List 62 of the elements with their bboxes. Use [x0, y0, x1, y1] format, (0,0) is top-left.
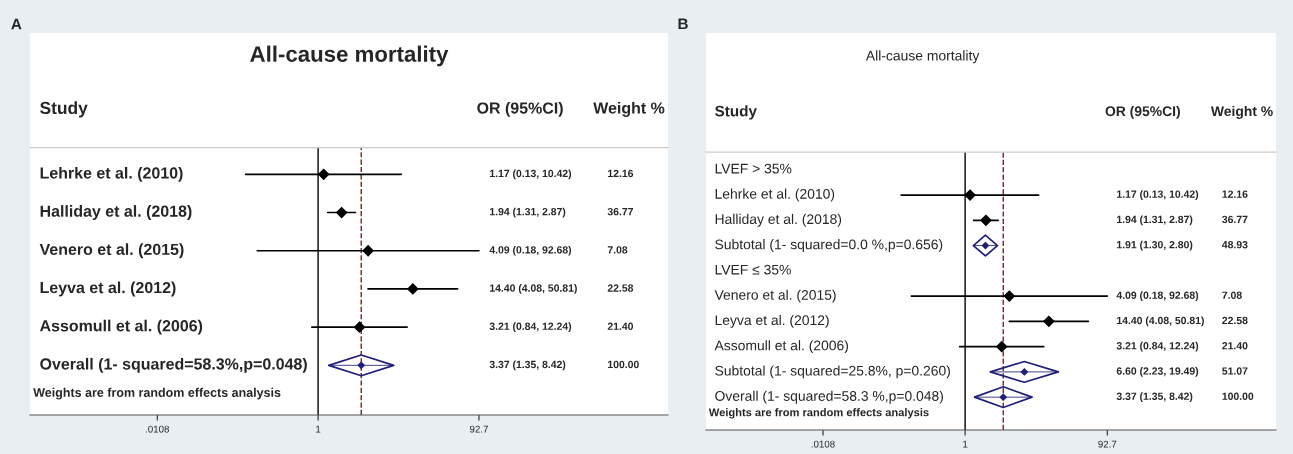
- annotation: 100.00: [608, 360, 639, 369]
- annotation: 1.94 (1.31, 2.87): [490, 207, 566, 218]
- x-tick-label: .0108: [145, 425, 170, 433]
- y-axis-title: Study: [40, 101, 88, 118]
- y-tick-label: Assomull et al. (2006): [714, 340, 849, 354]
- annotation: 51.07: [1222, 367, 1248, 375]
- y-tick-label: Venero et al. (2015): [39, 243, 184, 259]
- y-tick-label: Halliday et al. (2018): [715, 213, 842, 227]
- x-tick-label: 92.7: [469, 425, 488, 433]
- annotation: 1.17 (0.13, 10.42): [1117, 190, 1199, 200]
- annotation: 22.58: [607, 284, 634, 292]
- annotation: 1.17 (0.13, 10.42): [490, 169, 572, 180]
- annotation: 14.40 (4.08, 50.81): [1117, 316, 1204, 327]
- y-tick-label: Overall (1- squared=58.3 %,p=0.048): [715, 390, 943, 404]
- y-tick-label: Venero et al. (2015): [714, 289, 836, 303]
- y-tick-label: Leyva et al. (2012): [715, 314, 829, 328]
- annotation: 7.08: [607, 246, 628, 254]
- y-tick-label: Halliday et al. (2018): [40, 205, 192, 220]
- annotation: 100.00: [1222, 392, 1254, 400]
- annotation: 3.37 (1.35, 8.42): [1116, 392, 1193, 403]
- y-tick-label: LVEF > 35%: [715, 163, 792, 174]
- annotation: 36.77: [1222, 215, 1248, 224]
- y-tick-label: Lehrke et al. (2010): [715, 188, 835, 202]
- y-tick-label: Subtotal (1- squared=25.8%, p=0.260): [715, 365, 950, 379]
- annotation: 48.93: [1222, 241, 1248, 249]
- annotation: 22.58: [1222, 316, 1248, 325]
- annotation: 4.09 (0.18, 92.68): [489, 245, 572, 256]
- annotation: 7.08: [1222, 291, 1242, 299]
- annotation: 21.40: [1222, 342, 1248, 350]
- y-tick-label: Leyva et al. (2012): [40, 281, 176, 297]
- x-tick-label: 92.7: [1098, 440, 1117, 448]
- y-tick-label: Subtotal (1- squared=0.0 %,p=0.656): [715, 239, 943, 253]
- y-tick-label: Assomull et al. (2006): [39, 319, 203, 335]
- annotation: 3.37 (1.35, 8.42): [489, 360, 566, 371]
- text: OR (95%CI): [477, 101, 563, 117]
- text: A: [11, 18, 22, 30]
- annotation: 6.60 (2.23, 19.49): [1116, 367, 1199, 377]
- y-tick-label: Lehrke et al. (2010): [40, 166, 183, 182]
- annotation: 3.21 (0.84, 12.24): [1116, 341, 1199, 352]
- annotation: 1.91 (1.30, 2.80): [1117, 240, 1193, 251]
- annotation: 12.16: [1222, 190, 1248, 198]
- y-tick-label: Overall (1- squared=58.3%,p=0.048): [40, 357, 307, 373]
- annotation: 3.21 (0.84, 12.24): [489, 322, 572, 332]
- annotation: 4.09 (0.18, 92.68): [1116, 291, 1199, 301]
- annotation: 21.40: [607, 322, 634, 330]
- annotation: 36.77: [607, 207, 633, 216]
- text: OR (95%CI): [1105, 105, 1180, 119]
- x-tick-label: 1: [316, 425, 321, 433]
- chart-title: All-cause mortality: [865, 50, 980, 64]
- annotation: 1.94 (1.31, 2.87): [1117, 215, 1193, 226]
- annotation: 14.40 (4.08, 50.81): [490, 284, 577, 294]
- annotation: Weights are from random effects analysis: [708, 408, 929, 419]
- annotation: 12.16: [608, 169, 634, 178]
- annotation: Weights are from random effects analysis: [33, 387, 281, 400]
- y-tick-label: LVEF ≤ 35%: [715, 264, 791, 275]
- text: Weight %: [593, 101, 665, 117]
- text: Weight %: [1210, 105, 1273, 119]
- y-axis-title: Study: [714, 105, 757, 120]
- chart-title: All-cause mortality: [250, 45, 449, 67]
- text: B: [678, 18, 688, 30]
- x-tick-label: .0108: [811, 440, 835, 448]
- x-tick-label: 1: [963, 440, 968, 448]
